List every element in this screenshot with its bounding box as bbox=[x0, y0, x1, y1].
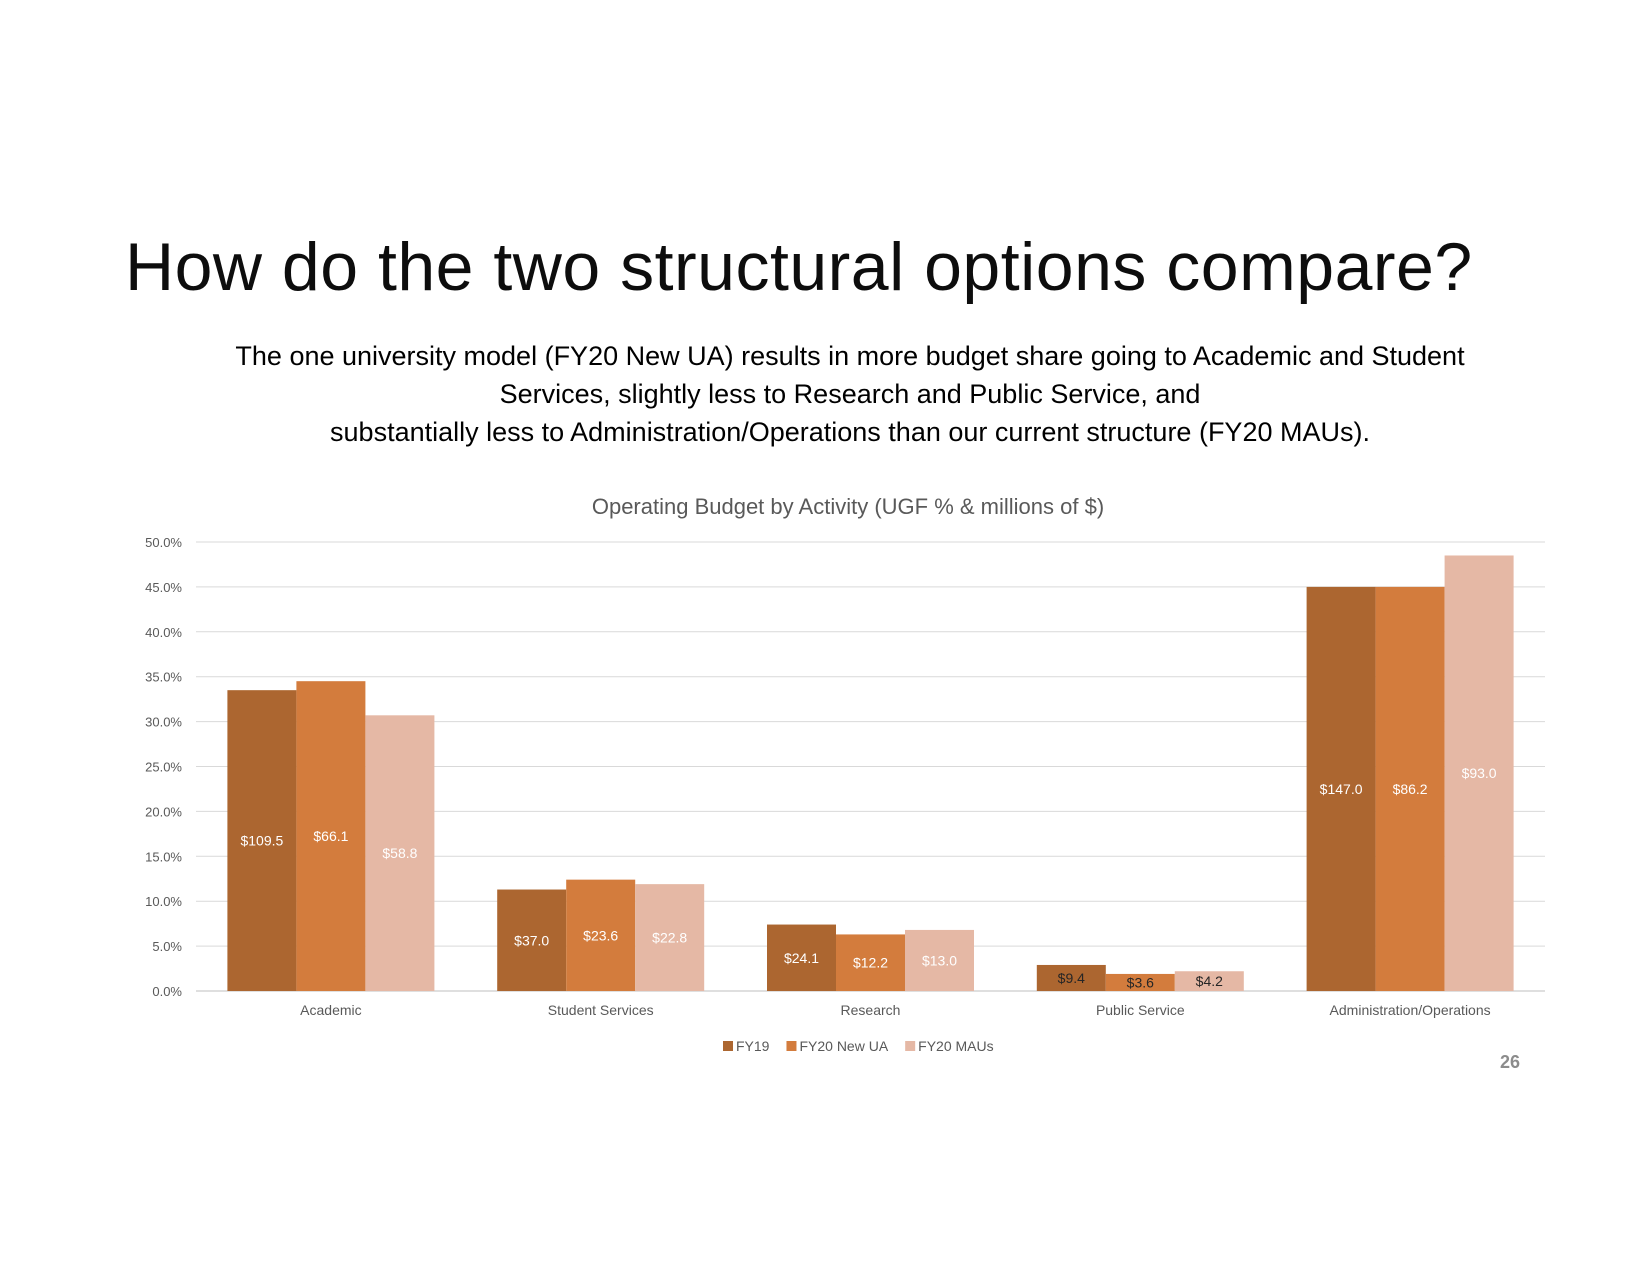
bar bbox=[296, 681, 366, 991]
data-label: $24.1 bbox=[784, 950, 819, 966]
legend-swatch bbox=[786, 1041, 797, 1051]
y-axis-ticks: 0.0% 5.0% 10.0% 15.0% 20.0% 25.0% 30.0% 35.0% 40… bbox=[145, 535, 182, 999]
bar bbox=[905, 929, 974, 991]
data-label: $147.0 bbox=[1320, 781, 1363, 797]
legend: FY19 FY20 New UA FY20 MAUs bbox=[723, 1038, 994, 1054]
y-tick-label: 35.0% bbox=[145, 670, 182, 685]
slide-title: How do the two structural options compar… bbox=[125, 229, 1473, 305]
subtitle-line: Services, slightly less to Research and … bbox=[499, 379, 1201, 409]
data-label: $23.6 bbox=[583, 927, 618, 943]
data-label: $37.0 bbox=[514, 932, 549, 948]
bar bbox=[836, 934, 905, 991]
category-label: Academic bbox=[300, 1002, 361, 1018]
page-number: 26 bbox=[1500, 1052, 1521, 1072]
bar bbox=[1174, 971, 1244, 991]
bar bbox=[1036, 964, 1106, 991]
y-tick-label: 0.0% bbox=[152, 984, 182, 999]
y-tick-label: 5.0% bbox=[152, 939, 182, 954]
bar-chart: Operating Budget by Activity (UGF % & mi… bbox=[145, 494, 1545, 1054]
y-tick-label: 10.0% bbox=[145, 894, 182, 909]
category-label: Public Service bbox=[1096, 1002, 1185, 1018]
chart-title: Operating Budget by Activity (UGF % & mi… bbox=[592, 494, 1104, 519]
bar bbox=[767, 924, 836, 991]
bar bbox=[635, 884, 705, 991]
data-label: $66.1 bbox=[313, 828, 348, 844]
legend-swatch bbox=[905, 1041, 916, 1051]
bar bbox=[566, 879, 636, 991]
data-label: $13.0 bbox=[922, 952, 957, 968]
data-label: $86.2 bbox=[1393, 781, 1428, 797]
data-label: $12.2 bbox=[853, 955, 888, 971]
data-label: $3.6 bbox=[1127, 974, 1154, 990]
y-tick-label: 25.0% bbox=[145, 760, 182, 775]
category-label: Student Services bbox=[548, 1002, 654, 1018]
legend-swatch bbox=[723, 1041, 733, 1051]
bar bbox=[1444, 555, 1514, 991]
x-axis-categories: Academic Student Services Research Public S… bbox=[300, 1002, 1490, 1018]
y-tick-label: 40.0% bbox=[145, 625, 182, 640]
y-tick-label: 20.0% bbox=[145, 804, 182, 819]
category-label: Research bbox=[841, 1002, 901, 1018]
legend-label: FY20 New UA bbox=[799, 1038, 888, 1054]
bars bbox=[227, 555, 1514, 991]
bar bbox=[227, 690, 297, 991]
data-labels: $109.5 $66.1 $58.8 $37.0 $23.6 $22.8 $24.1 $12.… bbox=[240, 765, 1496, 990]
bar bbox=[497, 889, 567, 991]
subtitle-line: substantially less to Administration/Ope… bbox=[330, 417, 1370, 447]
legend-label: FY20 MAUs bbox=[918, 1038, 993, 1054]
data-label: $22.8 bbox=[652, 930, 687, 946]
data-label: $93.0 bbox=[1462, 765, 1497, 781]
y-tick-label: 45.0% bbox=[145, 580, 182, 595]
data-label: $58.8 bbox=[382, 845, 417, 861]
slide-subtitle: The one university model (FY20 New UA) r… bbox=[150, 337, 1550, 451]
bar bbox=[1375, 586, 1445, 991]
bar bbox=[1105, 973, 1175, 991]
legend-label: FY19 bbox=[736, 1038, 770, 1054]
subtitle-line: The one university model (FY20 New UA) r… bbox=[235, 341, 1465, 371]
bar bbox=[365, 715, 435, 991]
bar bbox=[1306, 586, 1376, 991]
category-label: Administration/Operations bbox=[1330, 1002, 1491, 1018]
y-tick-label: 15.0% bbox=[145, 849, 182, 864]
data-label: $109.5 bbox=[240, 833, 283, 849]
y-tick-label: 50.0% bbox=[145, 535, 182, 550]
y-tick-label: 30.0% bbox=[145, 715, 182, 730]
data-label: $9.4 bbox=[1058, 970, 1085, 986]
data-label: $4.2 bbox=[1196, 973, 1223, 989]
